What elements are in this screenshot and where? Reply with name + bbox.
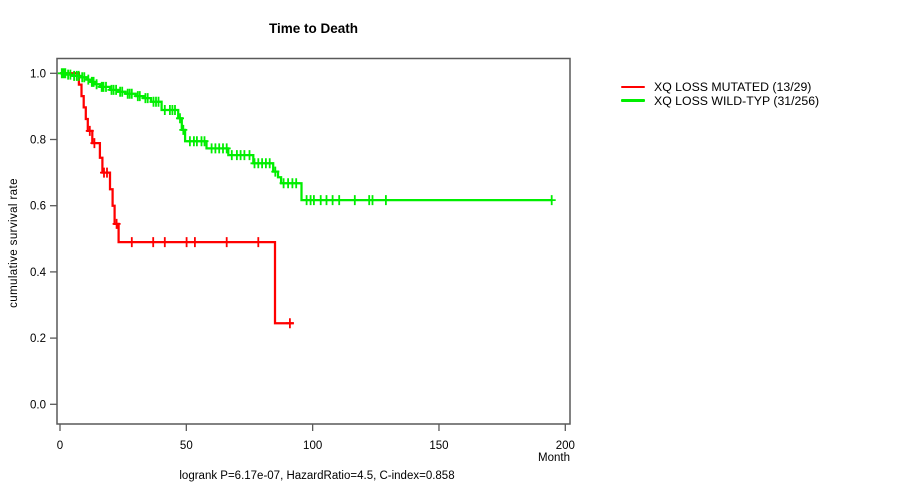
y-tick-label: 0.6	[30, 201, 46, 213]
x-tick-label: 0	[57, 440, 63, 452]
legend: XQ LOSS MUTATED (13/29) XQ LOSS WILD-TYP…	[621, 80, 819, 108]
x-axis-label: Month	[538, 452, 570, 464]
survival-curve-1	[60, 72, 552, 202]
x-tick-label: 150	[429, 440, 448, 452]
y-tick-label: 1.0	[30, 68, 46, 80]
x-tick-label: 100	[303, 440, 322, 452]
legend-line-red-icon	[621, 85, 645, 89]
legend-label-wildtype: XQ LOSS WILD-TYP (31/256)	[654, 93, 820, 108]
y-tick-label: 0.4	[30, 267, 47, 279]
x-tick-label: 200	[556, 440, 575, 452]
legend-label-mutated: XQ LOSS MUTATED (13/29)	[654, 79, 812, 94]
censor-marks-1	[57, 68, 556, 206]
x-tick-label: 50	[180, 440, 193, 452]
y-tick-label: 0.8	[30, 135, 46, 147]
chart-title: Time to Death	[268, 21, 358, 36]
y-tick-label: 0.2	[30, 333, 46, 345]
legend-item-mutated: XQ LOSS MUTATED (13/29)	[621, 80, 819, 94]
legend-item-wildtype: XQ LOSS WILD-TYP (31/256)	[621, 94, 819, 108]
y-tick-label: 0.0	[30, 399, 46, 411]
legend-line-green-icon	[621, 99, 645, 102]
censor-marks-0	[85, 125, 294, 329]
plot-border	[56, 57, 571, 425]
stats-caption: logrank P=6.17e-07, HazardRatio=4.5, C-i…	[179, 470, 455, 482]
